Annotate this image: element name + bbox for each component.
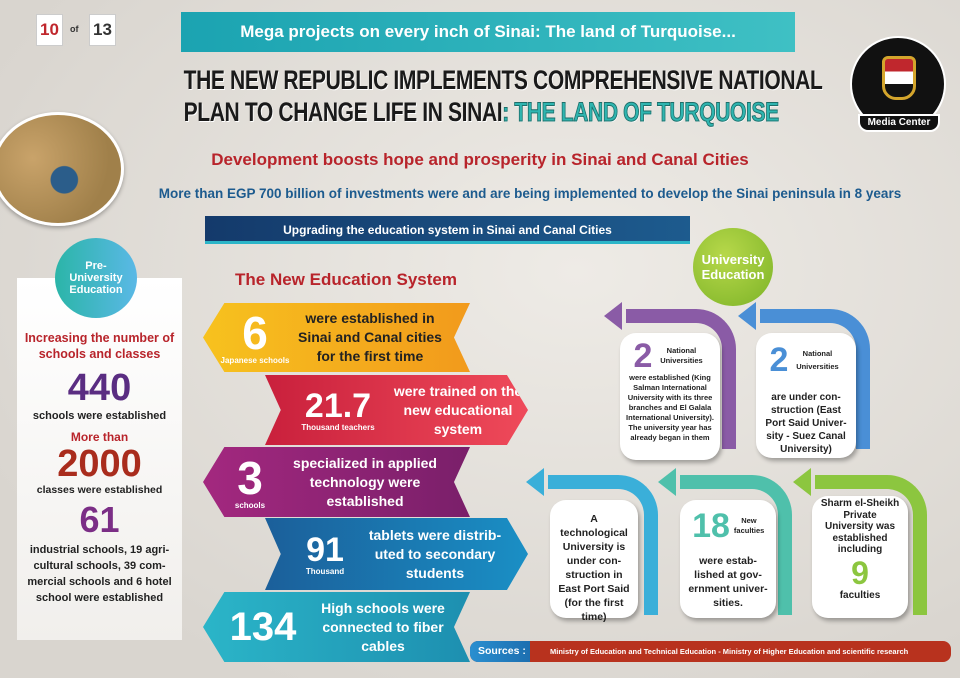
ribbon-tablets: 91 Thousand tablets were distrib-uted to … — [265, 518, 528, 590]
pre-university-circle: Pre-University Education — [55, 238, 137, 318]
ribbon-text: tablets were distrib-uted to secondary s… — [368, 526, 502, 581]
card-national-universities-established: 2 National Universities were established … — [620, 333, 720, 460]
eagle-emblem-icon — [882, 56, 916, 100]
card-number: 18 — [692, 507, 730, 545]
arrow-frame — [760, 309, 870, 449]
stat-classes-text: classes were established — [36, 484, 163, 496]
ribbon-number: 134 — [229, 605, 297, 649]
investment-text: More than EGP 700 billion of investments… — [158, 186, 902, 201]
card-technological-university: A technological University is under con-… — [550, 500, 638, 623]
sources-label: Sources : — [470, 641, 530, 662]
arrow-frame — [680, 475, 792, 615]
card-number: 9 — [851, 554, 869, 591]
media-center-logo — [850, 36, 946, 132]
stat-industrial: 61 — [79, 499, 120, 540]
ribbon-fiber-cables: 134 High schools were connected to fiber… — [203, 592, 470, 662]
page-of: of — [70, 24, 79, 34]
arrow-left-icon — [658, 468, 676, 496]
ribbon-number: 6 — [242, 307, 268, 359]
stat-classes-prefix: More than — [70, 430, 129, 444]
arrow-frame — [815, 475, 927, 615]
headline-accent: THE LAND OF TURQUOISE — [514, 97, 780, 128]
headline-prefix: PLAN TO CHANGE LIFE IN SINAI — [183, 97, 503, 127]
headline-line1: THE NEW REPUBLIC IMPLEMENTS COMPREHENSIV… — [183, 65, 823, 95]
subheading: Development boosts hope and prosperity i… — [211, 150, 749, 169]
page-total: 13 — [89, 14, 116, 46]
page-current: 10 — [36, 14, 63, 46]
card-national-universities-construction: 2 National Universities are under con-str… — [756, 333, 856, 458]
ribbon-text: were trained on the new educational syst… — [393, 382, 523, 437]
arrow-frame — [548, 475, 658, 615]
ribbon-text: High schools were connected to fiber cab… — [321, 599, 445, 654]
pre-university-heading: Increasing the number of schools and cla… — [24, 331, 175, 361]
ribbon-number: 21.7 — [304, 386, 372, 425]
ribbon-number: 91 — [306, 530, 344, 569]
card-new-faculties: 18 New faculties were estab-lished at gov… — [680, 500, 776, 618]
card-number: 2 — [633, 337, 653, 375]
stat-classes: 2000 — [57, 443, 142, 485]
headline-line2: PLAN TO CHANGE LIFE IN SINAI: THE LAND O… — [183, 96, 780, 128]
ribbon-unit: Thousand — [305, 566, 345, 576]
top-banner: Mega projects on every inch of Sinai: Th… — [181, 12, 795, 52]
ribbon-text: were established in Sinai and Canal citi… — [298, 310, 442, 364]
card-text: A technological University is under con-… — [558, 513, 630, 623]
sources-bar: Sources : Ministry of Education and Tech… — [470, 641, 951, 662]
logo-label: Media Center — [858, 114, 940, 132]
stat-industrial-text: industrial schools, 19 agri-cultural sch… — [27, 544, 172, 604]
card-text: are under con-struction (East Port Said … — [765, 392, 847, 455]
card-text: Sharm el-Sheikh Private University was e… — [820, 498, 900, 555]
pre-university-title: Pre-University Education — [69, 260, 123, 296]
arrow-left-icon — [738, 302, 756, 330]
new-system-title: The New Education System — [235, 270, 457, 289]
arrow-left-icon — [793, 468, 811, 496]
card-text: were established (King Salman Internatio… — [626, 373, 714, 442]
arrow-left-icon — [526, 468, 544, 496]
ribbon-unit: schools — [234, 500, 266, 510]
arrow-frame — [626, 309, 736, 449]
headline-sep: : — [502, 97, 510, 128]
ribbon-number: 3 — [237, 451, 263, 504]
arrow-left-icon — [604, 302, 622, 330]
card-unit: New faculties — [733, 516, 765, 535]
card-unit: faculties — [839, 589, 881, 601]
card-sharm-university: Sharm el-Sheikh Private University was e… — [812, 496, 908, 618]
university-title: University Education — [701, 252, 765, 282]
sinai-map-image — [0, 112, 124, 226]
ribbon-unit: Japanese schools — [220, 356, 290, 365]
card-number: 2 — [769, 341, 789, 379]
ribbon-applied-technology: 3 schools specialized in applied technolo… — [203, 447, 470, 517]
section-bar: Upgrading the education system in Sinai … — [205, 216, 690, 244]
card-unit: National Universities — [796, 349, 839, 371]
university-circle: University Education — [693, 228, 773, 306]
pre-university-panel: Increasing the number of schools and cla… — [17, 278, 182, 640]
ribbon-japanese-schools: 6 Japanese schools were established in Si… — [203, 303, 470, 372]
ribbon-unit: Thousand teachers — [301, 422, 375, 432]
card-unit: National Universities — [660, 346, 703, 365]
card-text: were estab-lished at gov-ernment univer-… — [688, 555, 768, 609]
ribbon-teachers: 21.7 Thousand teachers were trained on th… — [265, 375, 528, 445]
stat-schools: 440 — [67, 367, 132, 409]
sources-text: Ministry of Education and Technical Educ… — [550, 647, 909, 656]
ribbon-text: specialized in applied technology were e… — [293, 454, 437, 509]
stat-schools-text: schools were established — [32, 410, 167, 422]
